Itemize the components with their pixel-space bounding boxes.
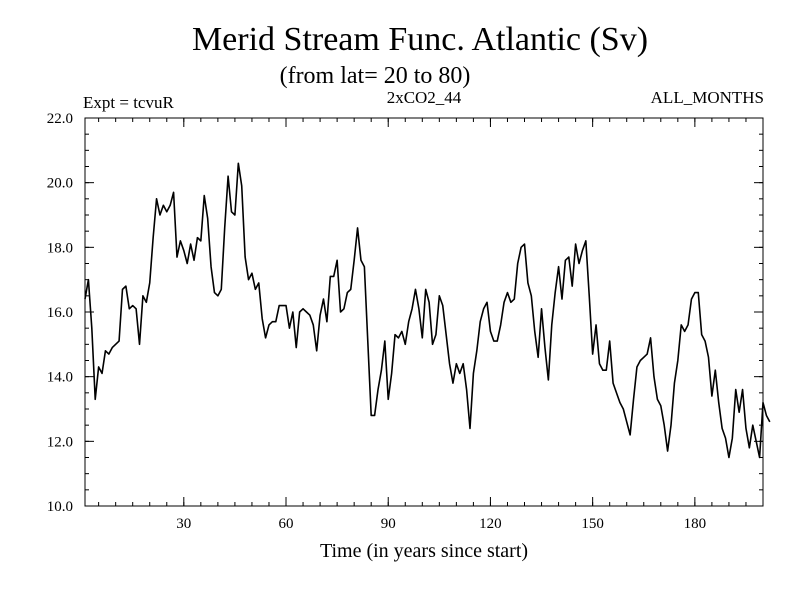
period-label: ALL_MONTHS <box>651 88 764 107</box>
y-tick-label: 22.0 <box>47 111 73 127</box>
y-tick-label: 16.0 <box>47 305 73 321</box>
y-tick-label: 10.0 <box>47 499 73 515</box>
series-line-0 <box>84 162 771 459</box>
chart-title: Merid Stream Func. Atlantic (Sv) <box>192 21 648 58</box>
x-tick-label: 180 <box>684 516 707 532</box>
series-layer <box>84 162 771 459</box>
run-label: 2xCO2_44 <box>387 88 462 107</box>
y-tick-label: 20.0 <box>47 176 73 192</box>
chart-subtitle: (from lat= 20 to 80) <box>280 63 471 89</box>
experiment-label: Expt = tcvuR <box>83 93 174 112</box>
x-tick-label: 150 <box>581 516 604 532</box>
x-tick-label: 90 <box>381 516 396 532</box>
x-tick-label: 60 <box>279 516 294 532</box>
y-tick-label: 14.0 <box>47 370 73 386</box>
y-tick-label: 12.0 <box>47 434 73 450</box>
plot-frame <box>84 117 764 507</box>
axes: 30 60 90 120 150 180 10.0 12.0 14.0 16.0 18.0 20.0 2… <box>47 111 763 532</box>
x-axis-label: Time (in years since start) <box>320 540 528 562</box>
x-tick-label: 120 <box>479 516 502 532</box>
y-tick-label: 18.0 <box>47 240 73 256</box>
x-tick-label: 30 <box>176 516 191 532</box>
